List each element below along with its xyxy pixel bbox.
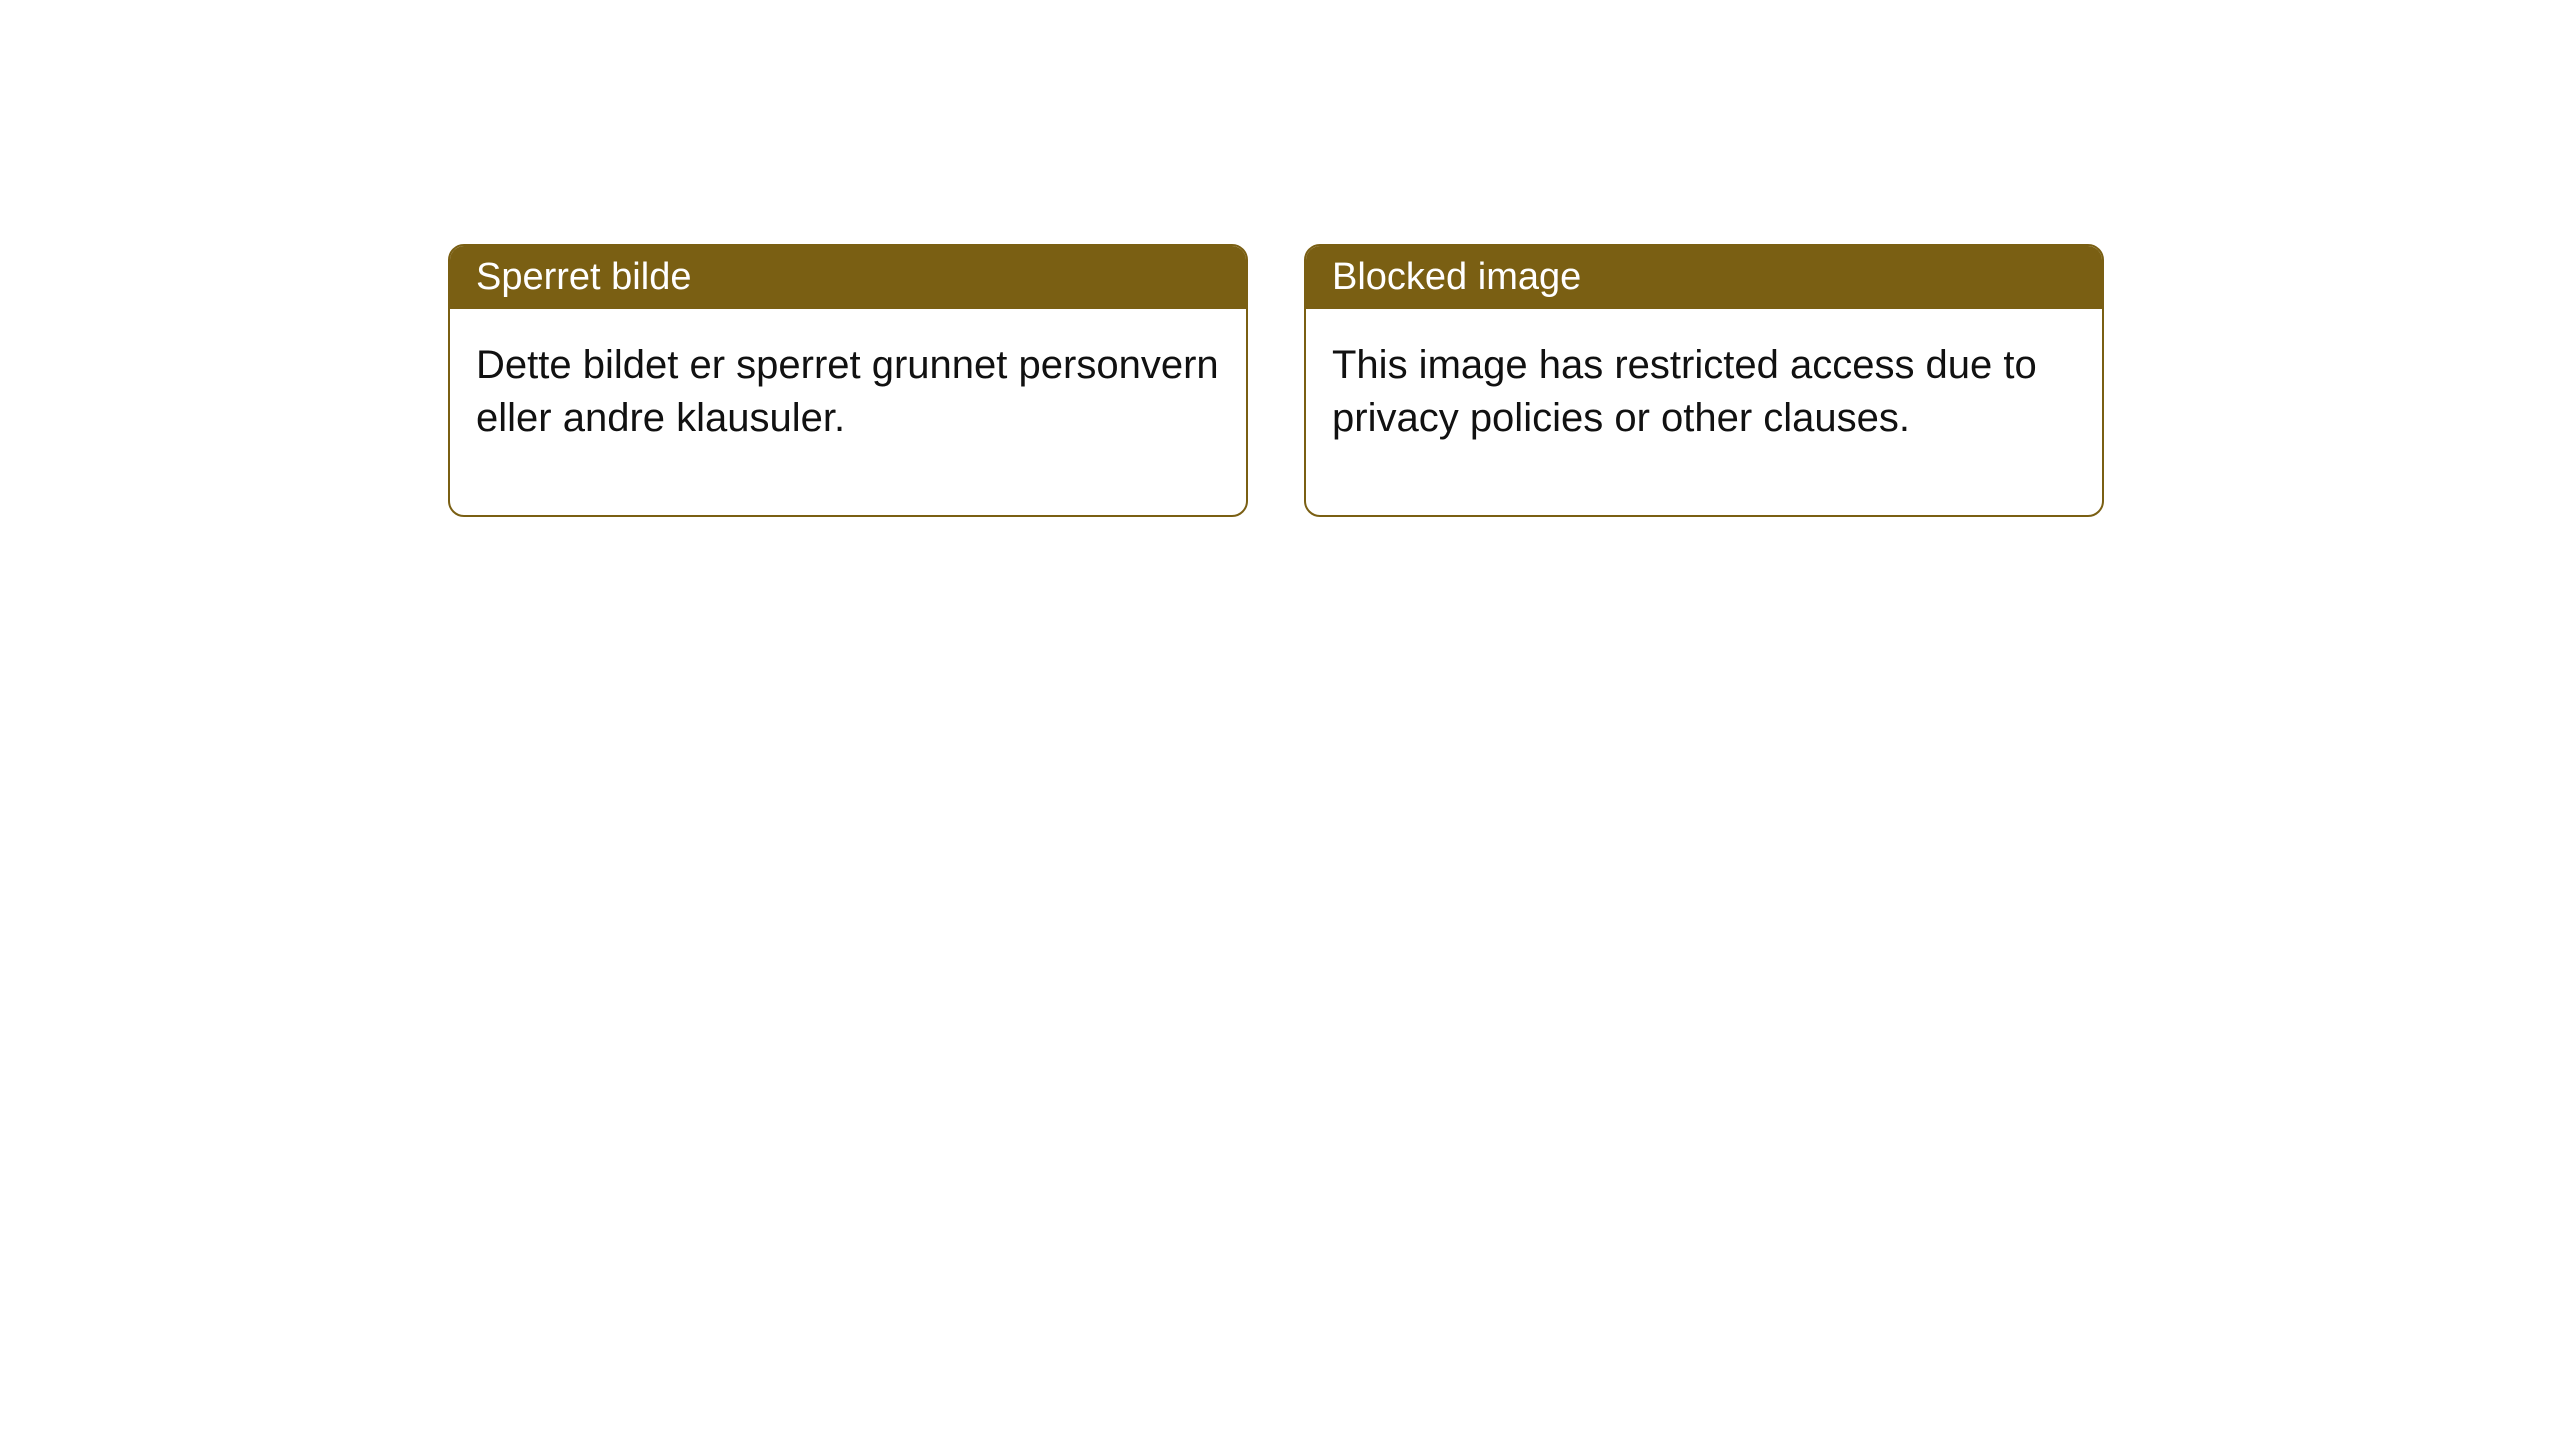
notice-cards-container: Sperret bilde Dette bildet er sperret gr… <box>448 244 2104 517</box>
notice-card-english: Blocked image This image has restricted … <box>1304 244 2104 517</box>
notice-card-body: This image has restricted access due to … <box>1306 309 2102 515</box>
notice-card-message: Dette bildet er sperret grunnet personve… <box>476 343 1219 440</box>
notice-card-title: Blocked image <box>1332 256 1581 298</box>
notice-card-norwegian: Sperret bilde Dette bildet er sperret gr… <box>448 244 1248 517</box>
notice-card-body: Dette bildet er sperret grunnet personve… <box>450 309 1246 515</box>
notice-card-message: This image has restricted access due to … <box>1332 343 2037 440</box>
notice-card-header: Blocked image <box>1306 246 2102 309</box>
notice-card-title: Sperret bilde <box>476 256 691 298</box>
notice-card-header: Sperret bilde <box>450 246 1246 309</box>
